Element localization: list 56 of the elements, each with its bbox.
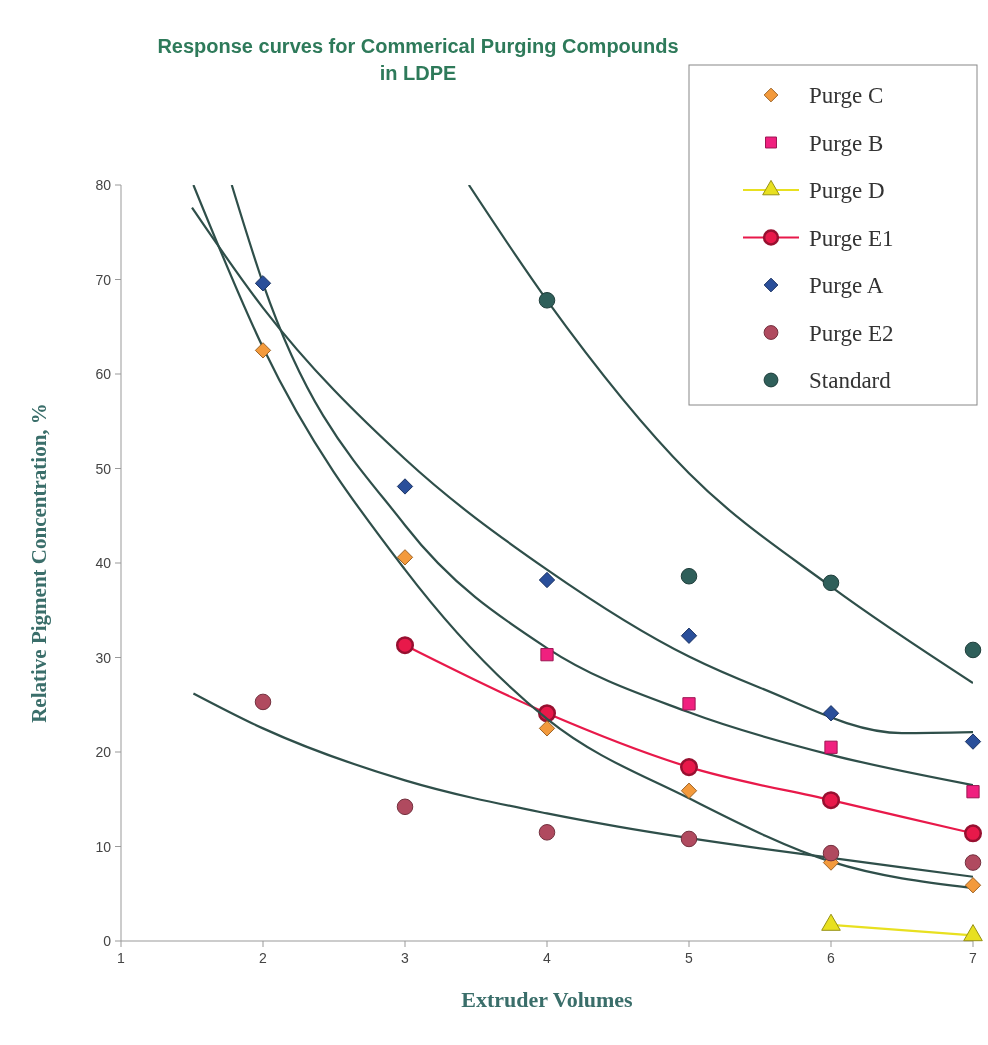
point — [538, 720, 556, 737]
x-tick-label: 7 — [969, 950, 978, 966]
point — [964, 877, 982, 894]
y-tick-label: 60 — [95, 366, 112, 382]
point — [396, 549, 414, 566]
y-tick-label: 0 — [103, 933, 112, 949]
point — [966, 785, 980, 799]
point — [254, 275, 272, 292]
y-tick-label: 80 — [95, 177, 112, 193]
x-tick-label: 4 — [543, 950, 552, 966]
point — [963, 824, 983, 843]
chart-title: Response curves for Commerical Purging Compounds in LDPE — [157, 35, 679, 84]
y-axis-title: Relative Pigment Concentration, % — [27, 403, 51, 723]
point — [964, 854, 982, 871]
point — [538, 571, 556, 589]
line-series — [467, 185, 973, 685]
y-tick-label: 50 — [95, 460, 112, 477]
point — [964, 733, 982, 750]
point — [822, 574, 840, 592]
point — [680, 782, 698, 799]
legend-label: Purge E1 — [809, 225, 894, 251]
x-tick-label: 1 — [117, 950, 126, 966]
x-tick-label: 6 — [827, 950, 836, 966]
point — [538, 824, 556, 841]
y-tick-label: 10 — [95, 838, 112, 855]
point — [254, 693, 272, 711]
point — [396, 478, 414, 495]
x-axis-title: Extruder Volumes — [461, 987, 634, 1012]
y-tick-label: 20 — [95, 744, 112, 760]
point — [538, 292, 556, 309]
legend-label: Purge A — [809, 273, 884, 298]
x-tick-label: 5 — [685, 950, 694, 966]
legend-label: Purge B — [809, 130, 884, 156]
legend-label: Purge D — [809, 178, 885, 203]
point — [680, 830, 698, 848]
point — [821, 791, 841, 810]
point — [395, 636, 415, 655]
legend-label: Purge E2 — [809, 320, 894, 346]
legend-label: Purge C — [809, 83, 884, 108]
point — [396, 798, 414, 816]
point — [679, 758, 699, 777]
legend-label: Standard — [809, 368, 892, 393]
y-tick-label: 30 — [95, 649, 112, 666]
point — [680, 627, 698, 644]
x-tick-label: 3 — [401, 950, 410, 966]
y-tick-label: 40 — [95, 555, 112, 571]
point — [682, 697, 696, 711]
point — [822, 705, 840, 722]
point — [822, 844, 840, 862]
point — [964, 641, 982, 659]
point — [680, 567, 698, 585]
point — [824, 740, 838, 754]
point — [540, 648, 554, 662]
y-tick-label: 70 — [95, 271, 112, 288]
x-tick-label: 2 — [259, 950, 268, 966]
point — [254, 342, 272, 359]
